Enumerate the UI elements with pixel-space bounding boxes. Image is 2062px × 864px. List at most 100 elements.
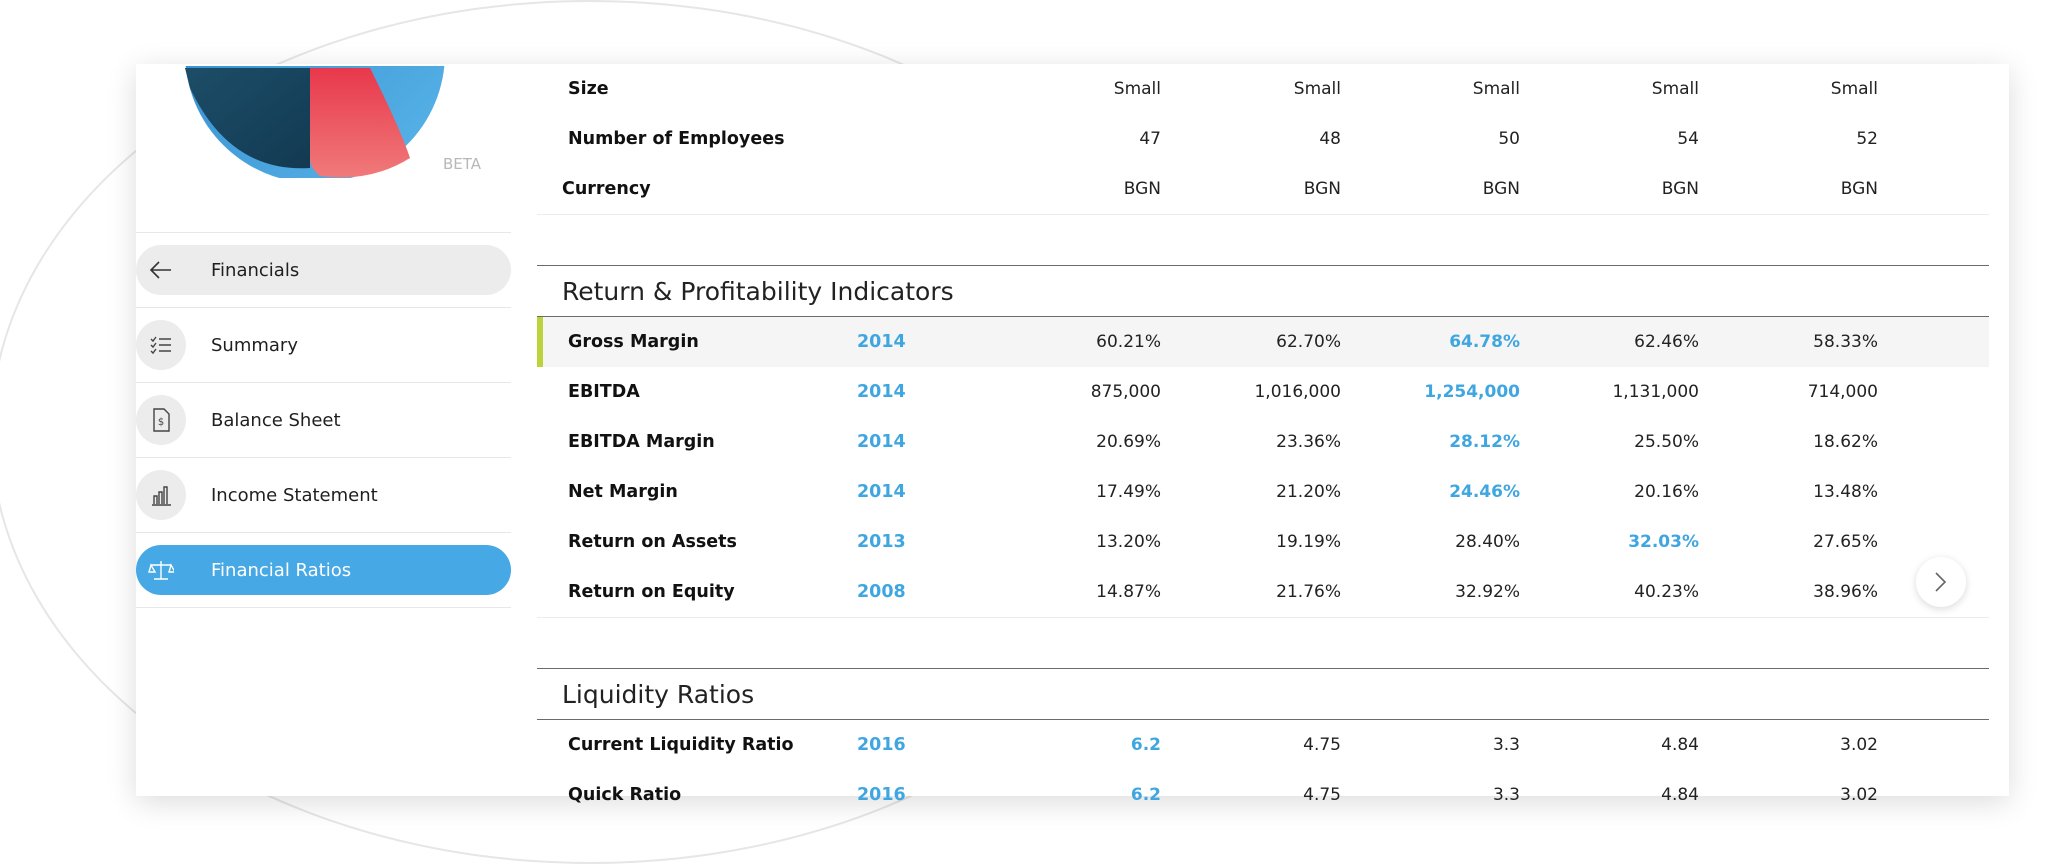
value-cell: 13.20% [1096,532,1161,552]
table-row: Size Small Small Small Small Small [537,64,1989,114]
value-cell: 20.16% [1634,482,1699,502]
sidebar-divider [136,307,511,308]
value-cell: 38.96% [1813,582,1878,602]
value-cell: 19.19% [1276,532,1341,552]
table-row[interactable]: EBITDA Margin 2014 20.69% 23.36% 28.12% … [537,417,1989,467]
value-cell: 25.50% [1634,432,1699,452]
company-logo [185,66,445,178]
value-cell: BGN [1840,179,1878,199]
value-cell: 4.75 [1303,785,1341,805]
value-cell: 21.20% [1276,482,1341,502]
arrow-left-icon [136,245,186,295]
value-cell: 714,000 [1807,382,1878,402]
value-cell: BGN [1661,179,1699,199]
row-label: EBITDA [568,382,640,402]
row-label: Return on Equity [568,582,735,602]
value-cell: 20.69% [1096,432,1161,452]
value-cell: 28.40% [1455,532,1520,552]
sidebar-item-label: Financial Ratios [211,559,352,581]
section-title-text: Return & Profitability Indicators [562,276,954,306]
sidebar-item-financials[interactable]: Financials [136,245,511,295]
sidebar-item-balance-sheet[interactable]: $ Balance Sheet [136,395,511,445]
value-cell: Small [1113,79,1161,99]
value-cell: 52 [1856,129,1878,149]
value-cell: 21.76% [1276,582,1341,602]
value-cell: BGN [1123,179,1161,199]
row-label: Gross Margin [568,332,699,352]
row-label: Number of Employees [568,129,785,149]
table-row[interactable]: Return on Equity 2008 14.87% 21.76% 32.9… [537,567,1989,618]
bar-chart-icon [136,470,186,520]
svg-text:$: $ [158,417,164,428]
row-label: Return on Assets [568,532,737,552]
value-cell: 4.84 [1661,785,1699,805]
value-cell-highlighted: 6.2 [1130,785,1161,805]
table-row[interactable]: Quick Ratio 2016 6.2 4.75 3.3 4.84 3.02 [537,770,1989,820]
row-label: Quick Ratio [568,785,682,805]
value-cell: 4.75 [1303,735,1341,755]
value-cell-highlighted: 32.03% [1628,532,1699,552]
value-cell: 3.3 [1492,785,1520,805]
value-cell: 1,016,000 [1254,382,1341,402]
sidebar-item-income-statement[interactable]: Income Statement [136,470,511,520]
scales-icon [136,545,186,595]
value-cell-highlighted: 28.12% [1449,432,1520,452]
row-label: Size [568,79,609,99]
value-cell: BGN [1482,179,1520,199]
sidebar-item-label: Balance Sheet [211,409,341,431]
value-cell-highlighted: 6.2 [1130,735,1161,755]
sidebar-divider [136,382,511,383]
value-cell: 60.21% [1096,332,1161,352]
sidebar-item-summary[interactable]: Summary [136,320,511,370]
chevron-right-icon [1935,572,1947,592]
value-cell: 3.02 [1840,735,1878,755]
value-cell: BGN [1303,179,1341,199]
row-label: Currency [562,179,651,199]
row-label: Current Liquidity Ratio [568,735,794,755]
best-year: 2016 [857,785,906,805]
value-cell-highlighted: 24.46% [1449,482,1520,502]
row-label: Net Margin [568,482,678,502]
section-title-liquidity: Liquidity Ratios [537,668,1989,720]
table-row: Currency BGN BGN BGN BGN BGN [537,164,1989,215]
table-row[interactable]: EBITDA 2014 875,000 1,016,000 1,254,000 … [537,367,1989,417]
table-row[interactable]: Net Margin 2014 17.49% 21.20% 24.46% 20.… [537,467,1989,517]
ratios-table: Size Small Small Small Small Small Numbe… [537,64,1989,820]
value-cell: 18.62% [1813,432,1878,452]
value-cell: 48 [1319,129,1341,149]
sidebar-divider [136,457,511,458]
value-cell: 40.23% [1634,582,1699,602]
value-cell: 17.49% [1096,482,1161,502]
next-page-button[interactable] [1916,557,1966,607]
best-year: 2014 [857,432,906,452]
table-row[interactable]: Return on Assets 2013 13.20% 19.19% 28.4… [537,517,1989,567]
value-cell: Small [1651,79,1699,99]
sidebar-divider [136,607,511,608]
best-year: 2008 [857,582,906,602]
value-cell: 875,000 [1090,382,1161,402]
best-year: 2016 [857,735,906,755]
document-dollar-icon: $ [136,395,186,445]
best-year: 2014 [857,382,906,402]
value-cell: 58.33% [1813,332,1878,352]
sidebar-divider [136,232,511,233]
value-cell-highlighted: 1,254,000 [1424,382,1520,402]
best-year: 2014 [857,482,906,502]
sidebar-item-label: Income Statement [211,484,378,506]
value-cell: 23.36% [1276,432,1341,452]
value-cell: 13.48% [1813,482,1878,502]
table-row[interactable]: Gross Margin 2014 60.21% 62.70% 64.78% 6… [537,317,1989,367]
value-cell: 14.87% [1096,582,1161,602]
list-check-icon [136,320,186,370]
value-cell: Small [1293,79,1341,99]
value-cell: 47 [1139,129,1161,149]
table-row[interactable]: Current Liquidity Ratio 2016 6.2 4.75 3.… [537,720,1989,770]
value-cell: 4.84 [1661,735,1699,755]
value-cell-highlighted: 64.78% [1449,332,1520,352]
value-cell: Small [1472,79,1520,99]
value-cell: 1,131,000 [1612,382,1699,402]
sidebar-item-financial-ratios[interactable]: Financial Ratios [136,545,511,595]
value-cell: 27.65% [1813,532,1878,552]
value-cell: 50 [1498,129,1520,149]
content-panel [136,64,2009,796]
